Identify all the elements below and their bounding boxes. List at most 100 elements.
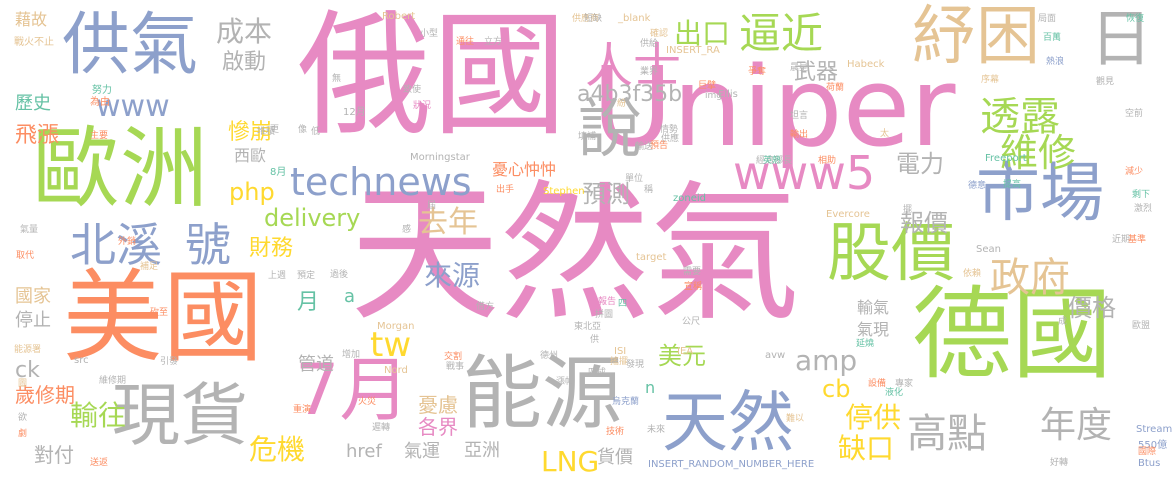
cloud-word: 氣現 (857, 320, 890, 339)
cloud-word: 業界 (640, 67, 659, 77)
cloud-word: 東北亞 (574, 322, 602, 332)
cloud-word: delivery (264, 204, 361, 232)
cloud-word: 管道 (298, 354, 334, 375)
cloud-word: 氣運 (404, 441, 440, 462)
cloud-word: INSERT_RA (666, 45, 720, 56)
cloud-word: 危機 (249, 433, 306, 466)
cloud-word: 欲 (18, 413, 28, 423)
cloud-word: 貨價 (597, 447, 633, 468)
cloud-word: 取代 (16, 251, 35, 261)
cloud-word: 月 (297, 290, 320, 315)
cloud-word: 主要 (90, 131, 109, 141)
cloud-word: img (705, 91, 722, 101)
cloud-word: Habeck (847, 59, 885, 70)
cloud-word: 8月 (270, 167, 287, 178)
cloud-word: 歐盟 (1132, 321, 1151, 331)
cloud-word: 增加 (342, 350, 361, 360)
cloud-word: 巨擘 (698, 81, 717, 91)
cloud-word: 7月 (295, 349, 410, 431)
cloud-word: Ellis (718, 89, 738, 100)
cloud-word: 日 (1090, 2, 1153, 75)
cloud-word: 單位 (625, 174, 644, 184)
cloud-word: IEA (677, 346, 694, 357)
cloud-word: 對付 (34, 443, 74, 467)
cloud-word: tw (370, 325, 412, 365)
cloud-word: 序幕 (981, 75, 1000, 85)
cloud-word: 美國 (63, 259, 263, 376)
cloud-word: 西歐 (234, 146, 267, 165)
cloud-word: 液化 (885, 388, 904, 398)
cloud-word: 圖 (18, 379, 28, 389)
cloud-word: 提高 (1003, 180, 1022, 190)
cloud-word: 為由 (90, 97, 110, 108)
cloud-word: 發現 (626, 360, 645, 370)
cloud-word: ck (15, 358, 40, 383)
cloud-word: avw (765, 350, 786, 361)
cloud-word: 出手 (496, 185, 515, 195)
cloud-word: 立方 (484, 37, 503, 47)
cloud-word: 紛 (617, 99, 627, 109)
cloud-word: 來源 (424, 259, 481, 292)
cloud-word: 經濟部長 (756, 156, 793, 166)
cloud-word: 12月 (343, 107, 366, 118)
cloud-word: 紓困 (912, 0, 1040, 74)
cloud-word: 熱浪 (1046, 57, 1065, 67)
cloud-word: Uniper (592, 43, 956, 171)
cloud-word: Sean (976, 244, 1001, 255)
cloud-word: 遲轉 (372, 423, 391, 433)
cloud-word: 國家 (15, 286, 51, 307)
cloud-word: 歷史 (15, 93, 51, 114)
cloud-word: 去年 (418, 205, 478, 240)
cloud-word: 價格 (1068, 294, 1116, 322)
cloud-word: 天然氣 (350, 168, 801, 342)
cloud-word: 股價 (827, 217, 955, 291)
cloud-word: 氣量 (20, 225, 39, 235)
cloud-word: 觀見 (1096, 77, 1115, 87)
cloud-word: 俄國 (297, 0, 567, 154)
cloud-word: LNG (541, 445, 600, 478)
cloud-word: Stream (1136, 424, 1173, 435)
cloud-word: src (74, 355, 89, 366)
cloud-word: 借方 (476, 302, 495, 312)
cloud-word: 慘崩 (228, 120, 273, 145)
cloud-word: 近期 (1112, 235, 1131, 245)
cloud-word: 啟動 (222, 50, 267, 75)
cloud-word: 火災 (358, 397, 377, 407)
cloud-word: 成 (1058, 317, 1068, 327)
cloud-word: 預測 (582, 180, 630, 208)
cloud-word: 烏克蘭 (612, 397, 640, 407)
cloud-word: 補足 (140, 262, 159, 272)
cloud-word: ISI (614, 346, 627, 357)
cloud-word: 上週 (268, 271, 287, 281)
cloud-word: 像 (298, 125, 308, 135)
cloud-word: 德國 (912, 276, 1112, 393)
cloud-word: 電力 (896, 150, 944, 178)
cloud-word: 號 (185, 218, 231, 272)
cloud-word: 能源 (462, 347, 622, 440)
cloud-word: 劇 (18, 429, 28, 439)
cloud-word: 稱 (644, 185, 654, 195)
cloud-word: 現貨 (112, 377, 249, 456)
cloud-word: 填補 (578, 132, 597, 142)
cloud-word: 確認 (650, 29, 669, 39)
cloud-word: amp (795, 344, 858, 377)
cloud-word: 武器 (794, 60, 839, 85)
cloud-word: 輸出 (790, 130, 809, 140)
cloud-word: 需要 (683, 267, 702, 277)
cloud-word: 拼圖 (595, 310, 614, 320)
cloud-word: 輸往 (70, 399, 127, 432)
cloud-word: 報告 (598, 297, 617, 307)
cloud-word: 通往 (456, 37, 475, 47)
cloud-word: 未來 (647, 425, 666, 435)
cloud-word: 各界 (418, 415, 458, 439)
cloud-word: 憂心忡忡 (492, 160, 557, 179)
cloud-word: 政府 (990, 255, 1070, 301)
cloud-word: 成本 (216, 15, 273, 48)
cloud-word: 停止 (15, 310, 51, 331)
cloud-word: 依賴 (963, 269, 982, 279)
cloud-word: 好轉 (1050, 458, 1069, 468)
cloud-word: 設備 (868, 379, 887, 389)
cloud-word: _blank (618, 13, 651, 24)
cloud-word: 美元 (658, 342, 706, 370)
cloud-word: 國際 (1138, 447, 1157, 457)
